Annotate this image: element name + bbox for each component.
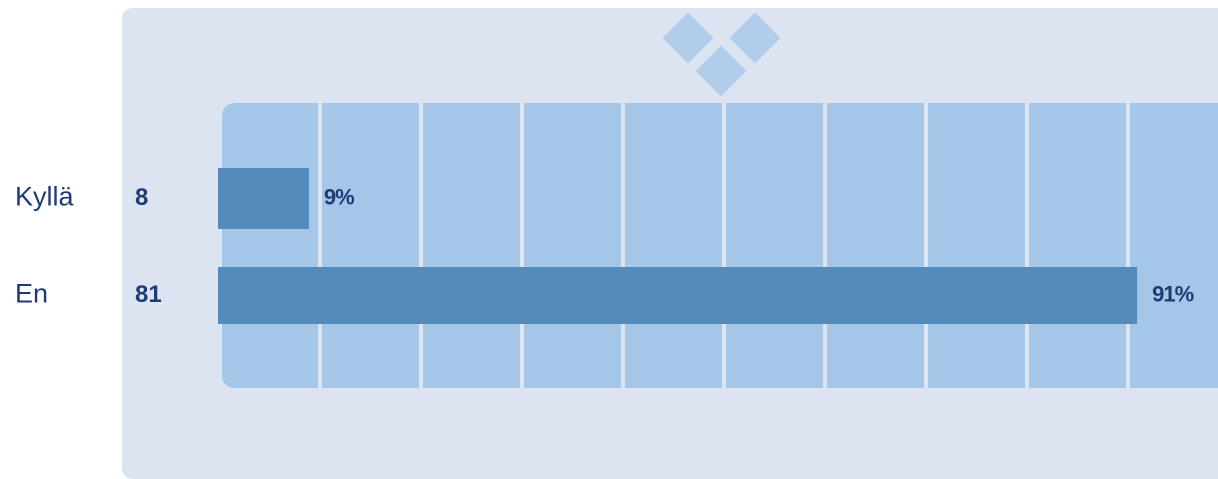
- logo: [662, 12, 781, 97]
- plot-area: [222, 103, 1218, 388]
- logo-diamond: [662, 12, 714, 64]
- bar: [218, 168, 309, 229]
- grid-divider: [722, 103, 726, 388]
- grid-divider: [318, 103, 322, 388]
- grid-divider: [1126, 103, 1130, 388]
- grid-divider: [924, 103, 928, 388]
- category-label: En: [15, 279, 48, 309]
- count-label: 8: [135, 184, 148, 211]
- grid-divider: [520, 103, 524, 388]
- value-label: 91%: [1152, 281, 1193, 306]
- logo-diamond: [729, 12, 781, 64]
- grid-divider: [419, 103, 423, 388]
- category-label: Kyllä: [15, 182, 75, 212]
- count-label: 81: [135, 281, 162, 308]
- grid: [318, 103, 1130, 388]
- grid-divider: [823, 103, 827, 388]
- grid-divider: [621, 103, 625, 388]
- value-label: 9%: [324, 184, 354, 209]
- bar: [218, 267, 1138, 324]
- logo-diamond: [695, 45, 747, 97]
- grid-divider: [1025, 103, 1029, 388]
- marks: Kyllä 8 9% En 81 91%: [15, 168, 1195, 324]
